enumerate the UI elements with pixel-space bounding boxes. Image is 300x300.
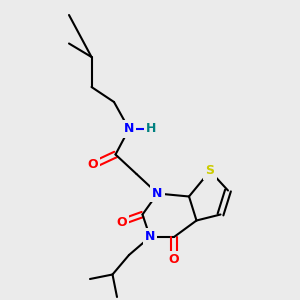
Text: N: N	[124, 122, 134, 136]
Text: S: S	[206, 164, 214, 178]
Text: N: N	[145, 230, 155, 244]
Text: N: N	[152, 187, 163, 200]
Text: O: O	[88, 158, 98, 172]
Text: H: H	[146, 122, 157, 136]
Text: O: O	[116, 215, 127, 229]
Text: O: O	[169, 253, 179, 266]
